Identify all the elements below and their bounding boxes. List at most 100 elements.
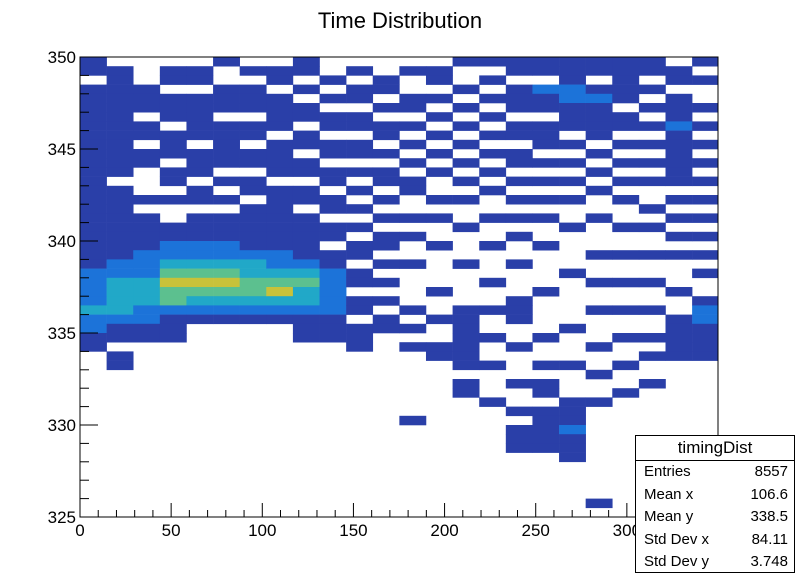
heatmap-cell bbox=[585, 397, 613, 407]
heatmap-cell bbox=[159, 195, 187, 205]
heatmap-cell bbox=[292, 195, 320, 205]
heatmap-cell bbox=[612, 195, 640, 205]
heatmap-cell bbox=[292, 84, 320, 95]
heatmap-cell bbox=[425, 167, 453, 177]
heatmap-cell bbox=[266, 158, 294, 168]
heatmap-cell bbox=[692, 296, 719, 306]
heatmap-cell bbox=[638, 103, 666, 113]
heatmap-cell bbox=[133, 158, 161, 168]
stats-box: timingDist Entries 8557 Mean x 106.6 Mea… bbox=[635, 435, 795, 573]
heatmap-cell bbox=[80, 103, 107, 113]
heatmap-cell bbox=[585, 149, 613, 159]
heatmap-cell bbox=[452, 351, 480, 361]
heatmap-cell bbox=[186, 268, 214, 279]
heatmap-cell bbox=[532, 388, 560, 398]
heatmap-cell bbox=[372, 103, 400, 113]
heatmap-cell bbox=[479, 130, 507, 141]
heatmap-cell bbox=[292, 167, 320, 177]
heatmap-cell bbox=[159, 277, 187, 288]
heatmap-cell bbox=[213, 296, 240, 306]
heatmap-cell bbox=[559, 66, 586, 76]
heatmap-cell bbox=[266, 195, 294, 205]
heatmap-cell bbox=[80, 66, 107, 76]
heatmap-cell bbox=[452, 195, 480, 205]
heatmap-cell bbox=[665, 342, 693, 352]
heatmap-cell bbox=[80, 323, 107, 334]
heatmap-cell bbox=[532, 415, 560, 426]
heatmap-cell bbox=[612, 66, 640, 76]
heatmap-cell bbox=[186, 130, 214, 141]
heatmap-cell bbox=[239, 130, 267, 141]
heatmap-cell bbox=[585, 167, 613, 177]
heatmap-cell bbox=[692, 305, 719, 315]
heatmap-cell bbox=[213, 213, 240, 223]
heatmap-cell bbox=[425, 241, 453, 251]
heatmap-cell bbox=[452, 388, 480, 398]
x-tick-label: 250 bbox=[522, 521, 550, 540]
heatmap-cell bbox=[319, 167, 347, 177]
heatmap-cell bbox=[80, 222, 107, 233]
heatmap-cell bbox=[106, 204, 134, 214]
heatmap-cell bbox=[159, 323, 187, 334]
heatmap-cell bbox=[80, 231, 107, 242]
heatmap-cell bbox=[80, 93, 107, 104]
heatmap-cell bbox=[585, 57, 613, 67]
heatmap-cell bbox=[239, 204, 267, 214]
heatmap-cell bbox=[425, 195, 453, 205]
heatmap-cell bbox=[665, 333, 693, 343]
heatmap-cell bbox=[106, 149, 134, 159]
heatmap-cell bbox=[106, 241, 134, 251]
heatmap-cell bbox=[532, 176, 560, 187]
heatmap-cell bbox=[186, 158, 214, 168]
heatmap-cell bbox=[612, 277, 640, 288]
heatmap-cell bbox=[133, 268, 161, 279]
heatmap-cell bbox=[80, 268, 107, 279]
heatmap-cell bbox=[106, 213, 134, 223]
heatmap-cell bbox=[186, 75, 214, 85]
heatmap-cell bbox=[692, 176, 719, 187]
heatmap-cell bbox=[213, 222, 240, 233]
heatmap-cell bbox=[372, 296, 400, 306]
heatmap-cell bbox=[292, 333, 320, 343]
y-tick-label: 330 bbox=[48, 416, 76, 435]
heatmap-cell bbox=[452, 360, 480, 371]
heatmap-cell bbox=[239, 305, 267, 315]
heatmap-cell bbox=[692, 323, 719, 334]
heatmap-cell bbox=[692, 195, 719, 205]
heatmap-cell bbox=[532, 333, 560, 343]
heatmap-cell bbox=[292, 222, 320, 233]
heatmap-cell bbox=[239, 241, 267, 251]
heatmap-cell bbox=[692, 342, 719, 352]
heatmap-cell bbox=[213, 121, 240, 131]
chart-title: Time Distribution bbox=[318, 8, 482, 33]
heatmap-cell bbox=[133, 277, 161, 288]
heatmap-cell bbox=[239, 84, 267, 95]
heatmap-cell bbox=[372, 195, 400, 205]
x-tick-label: 200 bbox=[430, 521, 458, 540]
heatmap-cell bbox=[665, 323, 693, 334]
heatmap-cell bbox=[239, 158, 267, 168]
heatmap-cell bbox=[505, 231, 533, 242]
heatmap-cell bbox=[319, 231, 347, 242]
heatmap-cell bbox=[159, 333, 187, 343]
heatmap-cell bbox=[213, 314, 240, 325]
heatmap-cell bbox=[692, 158, 719, 168]
heatmap-cell bbox=[266, 121, 294, 131]
heatmap-cell bbox=[612, 250, 640, 260]
heatmap-cell bbox=[80, 250, 107, 260]
heatmap-cell bbox=[399, 158, 427, 168]
heatmap-cell bbox=[80, 149, 107, 159]
heatmap-cell bbox=[319, 93, 347, 104]
heatmap-cell bbox=[133, 149, 161, 159]
heatmap-cell bbox=[106, 360, 134, 371]
stats-value: 106.6 bbox=[750, 485, 788, 503]
heatmap-cell bbox=[106, 268, 134, 279]
stats-value: 84.11 bbox=[751, 530, 788, 548]
heatmap-cell bbox=[213, 305, 240, 315]
stats-title: timingDist bbox=[636, 436, 794, 461]
heatmap-cell bbox=[213, 84, 240, 95]
heatmap-cell bbox=[532, 443, 560, 453]
heatmap-cell bbox=[505, 149, 533, 159]
heatmap-cell bbox=[665, 75, 693, 85]
heatmap-cell bbox=[479, 213, 507, 223]
